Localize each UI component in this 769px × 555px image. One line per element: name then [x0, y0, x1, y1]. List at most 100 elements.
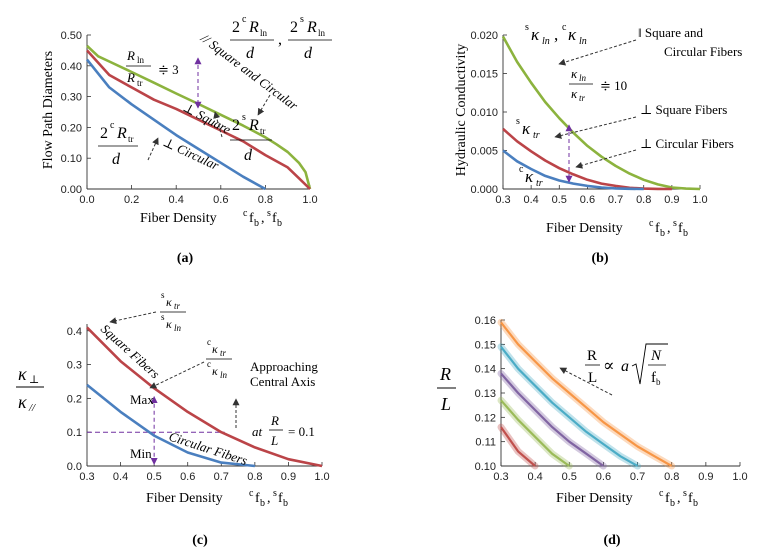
panel-a-axes: 0.0 0.2 0.4 0.6 0.8 1.0 0.00 0.10 0.20 0.30 0.40 0.… — [61, 30, 318, 206]
panel-b-xvar-1: f — [655, 221, 660, 236]
y-tick-label: 0.15 — [475, 339, 496, 351]
panel-c-ratio-square: s κ tr s κ ln — [160, 290, 186, 333]
panel-b-ann-parallel-2: Circular Fibers — [664, 44, 742, 59]
x-tick-label: 1.0 — [314, 471, 329, 483]
panel-b: 0.3 0.4 0.5 0.6 0.7 0.8 0.9 1.0 0.000 0.005 0.010 0… — [454, 22, 742, 266]
panel-a-label: (a) — [177, 251, 194, 266]
panel-a-formula-top: 2 c R ln d , 2 s R ln d — [230, 14, 332, 62]
y-tick-label: 0.12 — [475, 412, 496, 424]
panel-b-xvar-2-sub: b — [683, 228, 688, 239]
panel-c-ratio-circular: c κ tr c κ ln — [206, 337, 232, 380]
x-tick-label: 0.8 — [247, 471, 262, 483]
formula-a-sup: c — [242, 14, 247, 25]
kb-top-k2: κ — [568, 25, 577, 44]
y-tick-label: 0.020 — [470, 30, 498, 42]
series-line — [85, 58, 267, 191]
panel-a-xvar-1: f — [249, 211, 254, 226]
panel-a-xlabel-text: Fiber Density — [140, 211, 217, 226]
panel-b-ratio: κ ln κ tr ≑ 10 — [569, 66, 627, 103]
panel-a-ratio-value: ≑ 3 — [158, 62, 179, 77]
panel-c-xvar-1: f — [255, 491, 260, 506]
x-tick-label: 0.3 — [493, 471, 508, 483]
series-line — [86, 44, 312, 190]
panel-d-xvar-1-sub: b — [670, 498, 675, 509]
panel-d-xvar-2-sub: b — [693, 498, 698, 509]
formula-c-sup: c — [110, 120, 115, 131]
panel-d: 0.3 0.4 0.5 0.6 0.7 0.8 0.9 1.0 0.10 0.11 0.12 0.13… — [437, 315, 748, 548]
panel-c-ylabel: κ ⊥ κ // — [16, 364, 44, 414]
y-tick-label: 0.13 — [475, 388, 496, 400]
y-tick-label: 0.40 — [61, 61, 82, 73]
x-tick-label: 0.3 — [495, 194, 510, 206]
x-tick-label: 0.8 — [664, 471, 679, 483]
rc-ci-num-k: κ — [212, 342, 218, 356]
y-tick-label: 0.00 — [61, 184, 82, 196]
panel-a-formula-d: 2 s R tr d — [230, 112, 272, 164]
formula-b-base: R — [306, 19, 317, 36]
panel-b-arrow-2 — [554, 116, 637, 139]
y-tick-label: 0.005 — [470, 146, 498, 158]
panel-c-arrow-1 — [109, 311, 157, 325]
rc-sq-den-sub: ln — [174, 323, 182, 333]
formula-d-leading: 2 — [232, 117, 240, 134]
panel-b-xvar-2-sup: s — [673, 218, 677, 229]
panel-d-xvar-2: f — [688, 491, 693, 506]
y-tick-label: 0.2 — [67, 393, 82, 405]
panel-d-ylabel-den: L — [440, 394, 451, 414]
kb-top-ln2: ln — [579, 36, 587, 47]
formula-d-base: R — [248, 117, 259, 134]
panel-c-axes: 0.3 0.4 0.5 0.6 0.7 0.8 0.9 1.0 0.0 0.1 0.2 0.3 0.4 — [67, 324, 330, 483]
rc-sq-num-sub: tr — [174, 301, 181, 311]
panel-b-ann-parallel: ‖ Square and — [638, 25, 704, 40]
kb-top-comma: , — [554, 25, 558, 44]
formula-b-leading: 2 — [290, 19, 298, 36]
y-tick-label: 0.11 — [475, 437, 496, 449]
x-tick-label: 0.9 — [698, 471, 713, 483]
rc-ci-den-sup: c — [207, 359, 211, 369]
panel-b-xlabel-text: Fiber Density — [546, 221, 623, 236]
formula-b-sub: ln — [318, 28, 326, 38]
panel-a-curves — [85, 44, 312, 191]
panel-a-ylabel: Flow Path Diameters — [41, 51, 56, 169]
x-tick-label: 0.4 — [113, 471, 128, 483]
fd-lhs-den: L — [588, 370, 597, 386]
kb-str-tr: tr — [533, 130, 540, 141]
panel-a-xvar-comma: , — [261, 211, 265, 226]
y-tick-label: 0.10 — [475, 461, 496, 473]
y-tick-label: 0.3 — [67, 360, 82, 372]
panel-a-label-parallel: // Square and Circular — [197, 30, 301, 114]
formula-a-leading: 2 — [232, 19, 240, 36]
panel-c-curves — [86, 326, 323, 468]
panel-a-arrow-1 — [257, 94, 271, 116]
panel-d-xvar-comma: , — [677, 491, 681, 506]
panel-b-kappa-c-tr: c κ tr — [519, 164, 543, 189]
x-tick-label: 0.5 — [562, 471, 577, 483]
x-tick-label: 1.0 — [732, 471, 747, 483]
x-tick-label: 0.5 — [146, 471, 161, 483]
panel-d-ylabel: R L — [437, 364, 456, 414]
panel-c-ylabel-num: κ — [18, 364, 27, 384]
kb-ctr-k: κ — [525, 167, 534, 186]
panel-c-label-square: Square Fibers — [98, 321, 163, 381]
panel-c-eq: = 0.1 — [288, 424, 315, 439]
panel-d-xlabel-text: Fiber Density — [556, 491, 633, 506]
x-tick-label: 0.3 — [79, 471, 94, 483]
kb-str-k: κ — [522, 119, 531, 138]
panel-d-xvar-1-sup: c — [659, 488, 664, 499]
y-tick-label: 0.16 — [475, 315, 496, 327]
panel-a-xvar-2: f — [272, 211, 277, 226]
y-tick-label: 0.0 — [67, 461, 82, 473]
panel-d-label: (d) — [603, 533, 620, 548]
panel-d-xvar-2-sup: s — [683, 488, 687, 499]
series-line — [86, 383, 256, 468]
x-tick-label: 0.8 — [258, 194, 273, 206]
x-tick-label: 0.6 — [580, 194, 595, 206]
panel-a-ratio-num: R — [126, 48, 135, 63]
series-line — [500, 346, 639, 467]
series-line — [500, 372, 605, 467]
y-tick-label: 0.1 — [67, 427, 82, 439]
x-tick-label: 0.4 — [527, 471, 542, 483]
panel-a-xvar-1-sub: b — [254, 218, 259, 229]
panel-b-kappa-s-tr: s κ tr — [516, 116, 540, 141]
